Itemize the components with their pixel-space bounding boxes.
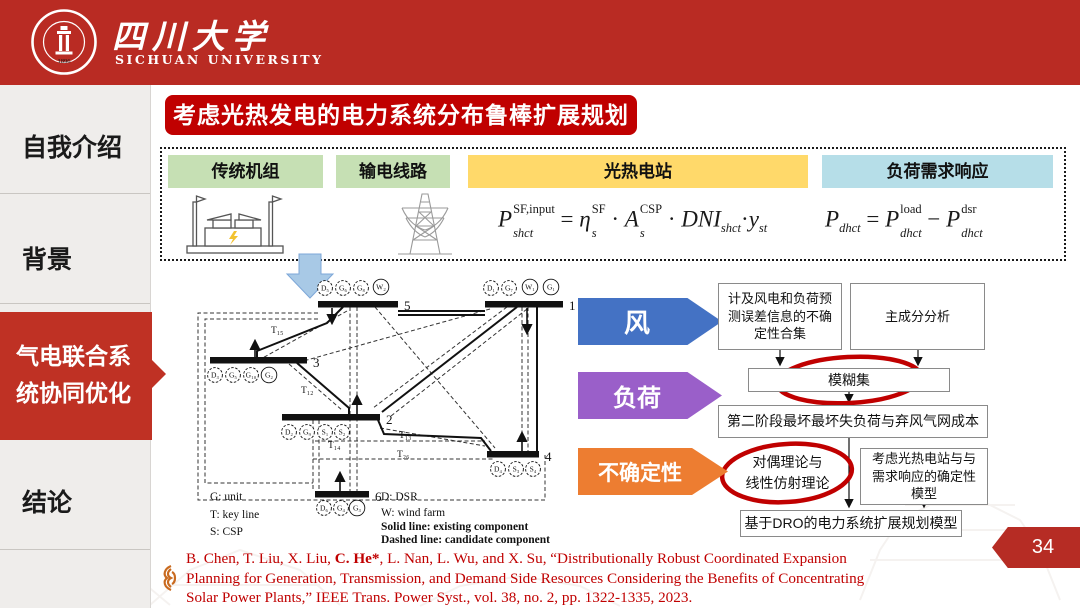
svg-text:W₂: W₂: [376, 283, 386, 292]
svg-text:W: wind farm: W: wind farm: [381, 507, 445, 519]
svg-text:G₆: G₆: [339, 284, 347, 293]
svg-text:D₁: D₁: [487, 284, 495, 293]
citation-line3: Solar Power Plants,” IEEE Trans. Power S…: [186, 589, 693, 606]
svg-text:D₄: D₄: [494, 465, 502, 474]
sidebar: 自我介绍 背景 气电联合系 统协同优化 结论: [0, 85, 166, 608]
page-number: 34: [1031, 536, 1055, 558]
unit-node-labels: D₅ G₆ G₈ W₂ D₁ G₇ W₁ G₁ D₃ G₅ G₁₀ G₂ D₂ …: [211, 283, 555, 513]
svg-text:T₁₅: T₁₅: [271, 326, 283, 336]
svg-text:T₁₄: T₁₄: [328, 441, 340, 451]
page-number-tag: 34: [992, 527, 1080, 568]
tab-demand-response[interactable]: 负荷需求响应: [822, 155, 1053, 188]
svg-text:G₁: G₁: [547, 283, 555, 292]
box-ambiguity-set: 模糊集: [748, 368, 950, 392]
svg-text:D₅: D₅: [321, 284, 329, 293]
svg-text:6: 6: [375, 489, 382, 504]
svg-text:3: 3: [313, 355, 320, 370]
active-item-pointer: [152, 360, 166, 388]
svg-text:1: 1: [569, 298, 576, 313]
sidebar-item-conclusion[interactable]: 结论: [22, 489, 73, 517]
tab-transmission-lines[interactable]: 输电线路: [336, 155, 450, 188]
svg-text:Solid line: existing component: Solid line: existing component: [381, 521, 528, 533]
svg-text:D: DSR: D: DSR: [381, 491, 418, 503]
scu-seal-logo: 1896: [31, 9, 97, 75]
svg-text:G: unit: G: unit: [210, 491, 243, 503]
svg-text:G₇: G₇: [505, 284, 513, 293]
unit-nodes: [207, 278, 560, 517]
box-deterministic-model: 考虑光热电站与与需求响应的确定性模型: [860, 448, 988, 505]
svg-text:D₃: D₃: [211, 371, 219, 380]
svg-text:G₉: G₉: [303, 428, 311, 437]
svg-text:G₂: G₂: [265, 371, 273, 380]
svg-text:D₂: D₂: [285, 428, 293, 437]
methodology-flowchart: 风 负荷 不确定性 计及风电和负荷预测误差信息的不确定性合集 主成分分析 模糊集…: [575, 280, 1080, 548]
page-title: 考虑光热发电的电力系统分布鲁棒扩展规划: [165, 95, 637, 135]
svg-text:D₆: D₆: [320, 504, 328, 513]
sidebar-item-background[interactable]: 背景: [22, 246, 73, 274]
generator-plant-icon: [186, 195, 284, 254]
box-stage2-cost: 第二阶段最坏最坏失负荷与弃风气网成本: [718, 405, 988, 438]
csp-power-formula: P SF,input shct = η SF s · A CSP s · DNIshct·y…: [498, 202, 768, 240]
svg-text:S₃: S₃: [513, 465, 520, 474]
svg-text:S₂: S₂: [339, 428, 346, 437]
svg-text:G₅: G₅: [229, 371, 237, 380]
box-dro-model: 基于DRO的电力系统扩展规划模型: [740, 510, 962, 537]
input-arrow-uncertainty: 不确定性: [578, 448, 728, 495]
university-name-cn: 四川大学: [112, 17, 272, 56]
seal-year: 1896: [58, 58, 72, 65]
svg-text:G₃: G₃: [353, 504, 361, 513]
university-name-en: SICHUAN UNIVERSITY: [115, 52, 324, 67]
svg-text:4: 4: [545, 449, 552, 464]
box-pca: 主成分分析: [850, 283, 985, 350]
bus-number-labels: 5 1 3 2 4 6: [313, 298, 576, 504]
svg-text:G₄: G₄: [337, 504, 345, 513]
duality-theory-text: 对偶理论与 线性仿射理论: [745, 454, 830, 491]
svg-text:G₁₀: G₁₀: [246, 371, 257, 380]
component-legend-box: [160, 147, 1066, 261]
svg-text:T: key line: T: key line: [210, 509, 259, 521]
svg-text:G₈: G₈: [357, 284, 365, 293]
sidebar-divider: [0, 549, 150, 550]
scu-emblem-icon: [163, 564, 177, 592]
reference-citation: B. Chen, T. Liu, X. Liu, C. He*, L. Nan,…: [186, 549, 986, 608]
svg-text:2: 2: [386, 412, 393, 427]
svg-text:Dashed line: candidate compone: Dashed line: candidate component: [381, 534, 550, 546]
box-uncertainty-set: 计及风电和负荷预测误差信息的不确定性合集: [718, 283, 842, 350]
network-legend: G: unit T: key line S: CSP D: DSR W: win…: [210, 491, 550, 546]
sidebar-divider: [0, 193, 150, 194]
svg-text:S: CSP: S: CSP: [210, 526, 243, 538]
input-arrow-load: 负荷: [578, 372, 722, 419]
svg-text:S₁: S₁: [322, 428, 329, 437]
svg-text:5: 5: [404, 298, 411, 313]
svg-text:T₂₆: T₂₆: [397, 450, 409, 460]
citation-line1: B. Chen, T. Liu, X. Liu, C. He*, L. Nan,…: [186, 550, 847, 567]
svg-text:T₁₃: T₁₃: [399, 431, 411, 441]
tab-csp-plant[interactable]: 光热电站: [468, 155, 808, 188]
sidebar-divider: [0, 303, 150, 304]
header-bar: 1896 四川大学 SICHUAN UNIVERSITY: [0, 0, 1080, 85]
flow-direction-arrows: [249, 308, 533, 491]
svg-text:T₁₂: T₁₂: [301, 386, 313, 396]
existing-lines: [256, 306, 538, 452]
key-line-labels: T₁₅ T₁₂ T₁₄ T₁₃ T₂₆: [271, 326, 411, 460]
svg-text:S₄: S₄: [530, 465, 537, 474]
transmission-tower-icon: [398, 193, 452, 255]
sidebar-item-intro[interactable]: 自我介绍: [22, 134, 123, 162]
bus-bars: [210, 301, 563, 498]
citation-line2: Planning for Generation, Transmission, a…: [186, 569, 865, 587]
six-bus-network-diagram: 5 1 3 2 4 6 D₅ G₆ G₈ W₂: [197, 278, 576, 546]
sidebar-item-active-gas-electric[interactable]: 气电联合系 统协同优化: [0, 312, 152, 440]
input-arrow-wind: 风: [578, 298, 722, 345]
active-item-line2: 统协同优化: [16, 380, 131, 406]
tab-conventional-units[interactable]: 传统机组: [168, 155, 323, 188]
svg-text:W₁: W₁: [525, 283, 535, 292]
active-item-line1: 气电联合系: [16, 343, 131, 369]
